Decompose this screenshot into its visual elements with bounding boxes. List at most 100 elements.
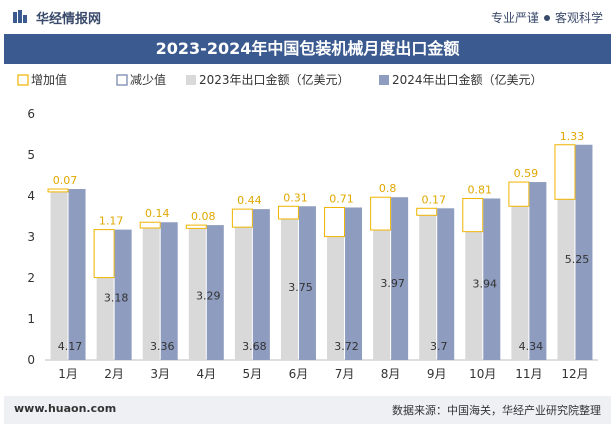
bar-2024	[68, 189, 86, 360]
chart-title: 2023-2024年中国包装机械月度出口金额	[4, 34, 611, 64]
bar-2023	[142, 227, 160, 360]
increase-marker	[508, 181, 530, 207]
footer-source: 数据来源：中国海关，华经产业研究院整理	[392, 404, 601, 417]
increase-label: 0.71	[329, 192, 354, 205]
increase-label: 0.17	[421, 193, 446, 206]
slogan-tag-2: 客观科学	[554, 11, 603, 25]
bar-2023	[465, 231, 483, 360]
increase-label: 0.81	[468, 183, 493, 196]
increase-marker	[416, 207, 438, 216]
chart-area: 增加值 减少值 2023年出口金额（亿美元） 2024年出口金额（亿美元） 0 1…	[0, 64, 615, 394]
legend-label-increase: 增加值	[31, 72, 67, 87]
increase-label: 0.8	[379, 182, 397, 195]
value-label-2024: 3.94	[473, 277, 498, 290]
legend-swatch-2023	[186, 75, 196, 85]
value-label-2024: 4.17	[58, 340, 83, 353]
value-label-2024: 4.34	[519, 340, 544, 353]
increase-label: 0.14	[145, 207, 170, 220]
x-tick-label: 9月	[427, 367, 447, 381]
increase-marker	[231, 208, 253, 228]
plot-area: 0 1 2 3 4 5 6 0.07 4.17 1月 1.17 3.18 2月 0.14 3.36 3月 0.0…	[27, 107, 598, 381]
x-tick-label: 6月	[289, 367, 309, 381]
y-tick-label: 6	[27, 107, 35, 121]
bar-2024	[437, 208, 455, 360]
increase-label: 0.44	[237, 194, 262, 207]
y-tick-label: 3	[27, 230, 35, 244]
x-tick-label: 3月	[150, 367, 170, 381]
increase-label: 0.59	[514, 167, 539, 180]
legend-label-decrease: 减少值	[130, 72, 166, 87]
value-label-2024: 3.7	[430, 340, 448, 353]
bar-2023	[511, 206, 529, 360]
increase-label: 0.08	[191, 210, 216, 223]
legend-label-2023: 2023年出口金额（亿美元）	[199, 72, 350, 87]
increase-label: 1.17	[99, 215, 124, 228]
bar-2024	[114, 229, 132, 360]
x-tick-label: 7月	[335, 367, 355, 381]
bar-2024	[160, 222, 178, 360]
bar-2024	[483, 198, 501, 360]
slogan-tag-1: 专业严谨	[490, 11, 539, 25]
value-label-2024: 3.29	[196, 289, 221, 302]
bar-2023	[419, 215, 437, 360]
x-tick-label: 11月	[515, 367, 542, 381]
bar-chart: 增加值 减少值 2023年出口金额（亿美元） 2024年出口金额（亿美元） 0 1…	[17, 72, 598, 381]
bar-2023	[234, 227, 252, 360]
x-tick-label: 4月	[196, 367, 216, 381]
y-tick-label: 1	[27, 312, 35, 326]
increase-marker	[277, 205, 299, 220]
increase-marker	[324, 206, 346, 238]
value-label-2024: 3.68	[242, 340, 267, 353]
value-label-2024: 3.97	[380, 277, 405, 290]
value-label-2024: 3.18	[104, 291, 129, 304]
bar-2024	[206, 225, 224, 360]
increase-marker	[554, 144, 576, 200]
bar-2024	[345, 207, 363, 360]
increase-marker	[185, 224, 207, 229]
legend: 增加值 减少值 2023年出口金额（亿美元） 2024年出口金额（亿美元）	[17, 72, 543, 87]
x-tick-label: 1月	[58, 367, 78, 381]
legend-swatch-decrease	[116, 74, 128, 86]
value-label-2024: 3.75	[288, 281, 313, 294]
logo-icon	[13, 10, 27, 23]
x-tick-label: 12月	[561, 367, 588, 381]
y-tick-label: 0	[27, 353, 35, 367]
increase-marker	[462, 197, 484, 233]
bar-2024	[575, 144, 593, 360]
bar-2023	[557, 199, 575, 360]
bar-2024	[252, 209, 270, 360]
bullet-icon	[543, 14, 550, 21]
bar-2024	[529, 182, 547, 360]
x-tick-label: 10月	[469, 367, 496, 381]
increase-marker	[47, 188, 69, 193]
bar-2023	[280, 218, 298, 360]
footer: www.huaon.com 数据来源：中国海关，华经产业研究院整理	[4, 396, 611, 424]
value-label-2024: 3.36	[150, 340, 175, 353]
bar-2023	[327, 236, 345, 360]
value-label-2024: 3.72	[334, 340, 359, 353]
footer-url: www.huaon.com	[14, 402, 117, 415]
slogan: 专业严谨 客观科学	[491, 9, 603, 26]
top-bar: 华经情报网 专业严谨 客观科学	[0, 0, 615, 34]
legend-swatch-increase	[17, 74, 29, 86]
legend-swatch-2024	[379, 75, 389, 85]
bar-2023	[96, 277, 114, 360]
increase-marker	[370, 196, 392, 231]
increase-label: 1.33	[560, 130, 585, 143]
bar-2024	[298, 206, 316, 360]
y-tick-label: 4	[27, 189, 35, 203]
increase-marker	[139, 221, 161, 229]
x-tick-label: 5月	[243, 367, 263, 381]
x-tick-label: 2月	[104, 367, 124, 381]
y-tick-label: 2	[27, 271, 35, 285]
bar-2023	[373, 230, 391, 360]
site-name: 华经情报网	[36, 12, 102, 27]
x-tick-label: 8月	[381, 367, 401, 381]
bar-2023	[188, 228, 206, 360]
increase-label: 0.07	[53, 174, 78, 187]
bar-2023	[50, 191, 68, 360]
legend-label-2024: 2024年出口金额（亿美元）	[392, 72, 543, 87]
value-label-2024: 5.25	[565, 253, 590, 266]
bar-2024	[391, 197, 409, 360]
increase-label: 0.31	[283, 191, 308, 204]
